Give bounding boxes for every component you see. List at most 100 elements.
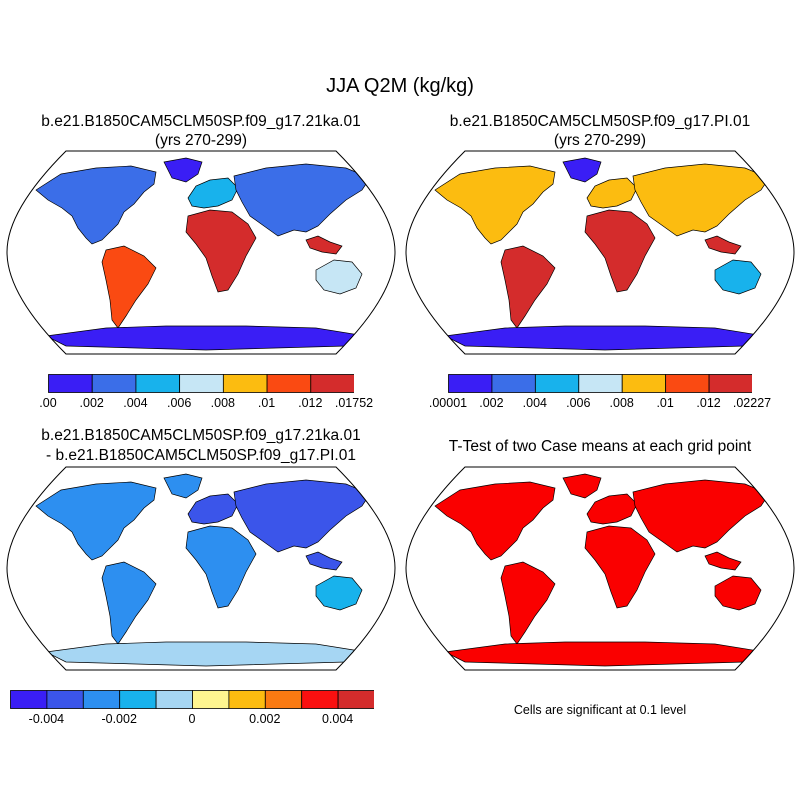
continent-greenland (163, 473, 203, 499)
continent-antarctica (443, 325, 767, 351)
colorbar-swatch (491, 374, 536, 393)
continent-europe (586, 493, 638, 525)
colorbar-tick-label: .01752 (334, 396, 374, 410)
colorbar-tick-label: -0.002 (101, 712, 137, 726)
continent-greenland (562, 157, 602, 183)
colorbar-panel1-ticks: .00 .002 .004 .006 .008 .01 .012 .01752 (39, 396, 373, 412)
colorbar-tick-label: -0.004 (28, 712, 65, 726)
colorbar-swatch (448, 374, 493, 393)
continent-southeast-asia (704, 235, 742, 255)
panel4-title: T-Test of two Case means at each grid po… (448, 438, 752, 455)
colorbar-swatch (228, 690, 266, 709)
continent-australia (714, 259, 762, 295)
continent-north-america (434, 165, 556, 245)
map-panel4 (405, 466, 795, 671)
continent-asia (233, 163, 371, 237)
continent-africa (584, 209, 656, 293)
colorbar-swatch (119, 690, 157, 709)
continent-south-america (101, 561, 157, 645)
continent-australia (315, 259, 363, 295)
panel2-subtitle: (yrs 270-299) (553, 132, 647, 149)
colorbar-swatch (91, 374, 137, 393)
map-panel1 (6, 150, 396, 355)
continent-antarctica (44, 325, 368, 351)
colorbar-tick-label: .02227 (732, 396, 772, 410)
continent-australia (714, 575, 762, 611)
colorbar-tick-label: .002 (79, 396, 104, 410)
panel2-title: b.e21.B1850CAM5CLM50SP.f09_g17.PI.01 (449, 113, 751, 130)
colorbar-panel1 (48, 374, 354, 393)
colorbar-swatch (578, 374, 623, 393)
panel1-title: b.e21.B1850CAM5CLM50SP.f09_g17.21ka.01 (41, 113, 361, 130)
colorbar-tick-label: 0.004 (321, 712, 354, 726)
map-frame (6, 466, 396, 671)
colorbar-swatch (264, 690, 303, 709)
colorbar-swatch (48, 374, 93, 393)
continent-southeast-asia (704, 551, 742, 571)
colorbar-tick-label: .004 (522, 396, 548, 410)
continent-north-america (434, 481, 556, 561)
continent-asia (632, 163, 770, 237)
colorbar-panel3 (10, 690, 374, 709)
colorbar-tick-label: .00001 (428, 396, 468, 410)
colorbar-swatch (337, 690, 374, 709)
continent-south-america (101, 245, 157, 329)
panel3-subtitle: - b.e21.B1850CAM5CLM50SP.f09_g17.PI.01 (46, 447, 356, 464)
colorbar-swatch (266, 374, 312, 393)
map-panel2 (405, 150, 795, 355)
colorbar-swatch (82, 690, 121, 709)
continent-europe (187, 177, 239, 209)
panel3-title: b.e21.B1850CAM5CLM50SP.f09_g17.21ka.01 (41, 427, 361, 444)
continent-asia (632, 479, 770, 553)
colorbar-tick-label: .006 (566, 396, 591, 410)
colorbar-swatch (708, 374, 752, 393)
colorbar-tick-label: .00 (39, 396, 57, 410)
colorbar-panel2 (448, 374, 752, 393)
colorbar-tick-label: .01 (656, 396, 674, 410)
colorbar-tick-label: .008 (609, 396, 634, 410)
continent-southeast-asia (305, 551, 343, 571)
continent-africa (584, 525, 656, 609)
page-title: JJA Q2M (kg/kg) (326, 75, 474, 97)
continent-africa (185, 525, 257, 609)
colorbar-swatch (10, 690, 48, 709)
panel1-subtitle: (yrs 270-299) (154, 132, 248, 149)
colorbar-tick-label: .006 (166, 396, 192, 410)
colorbar-swatch (301, 690, 339, 709)
colorbar-swatch (179, 374, 224, 393)
continent-southeast-asia (305, 235, 343, 255)
continent-south-america (500, 561, 556, 645)
continent-australia (315, 575, 363, 611)
colorbar-swatch (310, 374, 354, 393)
continent-greenland (163, 157, 203, 183)
colorbar-tick-label: .012 (298, 396, 323, 410)
continent-asia (233, 479, 371, 553)
continent-north-america (35, 165, 157, 245)
colorbar-swatch (135, 374, 181, 393)
colorbar-swatch (534, 374, 580, 393)
continent-europe (187, 493, 239, 525)
colorbar-tick-label: .004 (123, 396, 148, 410)
colorbar-swatch (155, 690, 193, 709)
colorbar-tick-label: .008 (210, 396, 236, 410)
colorbar-panel2-ticks: .00001 .002 .004 .006 .008 .01 .012 .02227 (429, 396, 771, 412)
colorbar-tick-label: .012 (696, 396, 721, 410)
continent-greenland (562, 473, 602, 499)
colorbar-swatch (46, 690, 84, 709)
colorbar-swatch (665, 374, 710, 393)
colorbar-tick-label: .01 (257, 396, 276, 410)
colorbar-panel3-ticks: -0.004 -0.002 0 0.002 0.004 (10, 712, 374, 728)
colorbar-tick-label: 0 (188, 712, 196, 726)
colorbar-swatch (222, 374, 268, 393)
continent-north-america (35, 481, 157, 561)
map-panel3 (6, 466, 396, 671)
continent-africa (185, 209, 257, 293)
map-frame (405, 150, 795, 355)
continent-europe (586, 177, 638, 209)
map-frame (405, 466, 795, 671)
colorbar-tick-label: .002 (479, 396, 504, 410)
continent-south-america (500, 245, 556, 329)
colorbar-tick-label: 0.002 (249, 712, 281, 726)
map-frame (6, 150, 396, 355)
colorbar-swatch (621, 374, 667, 393)
